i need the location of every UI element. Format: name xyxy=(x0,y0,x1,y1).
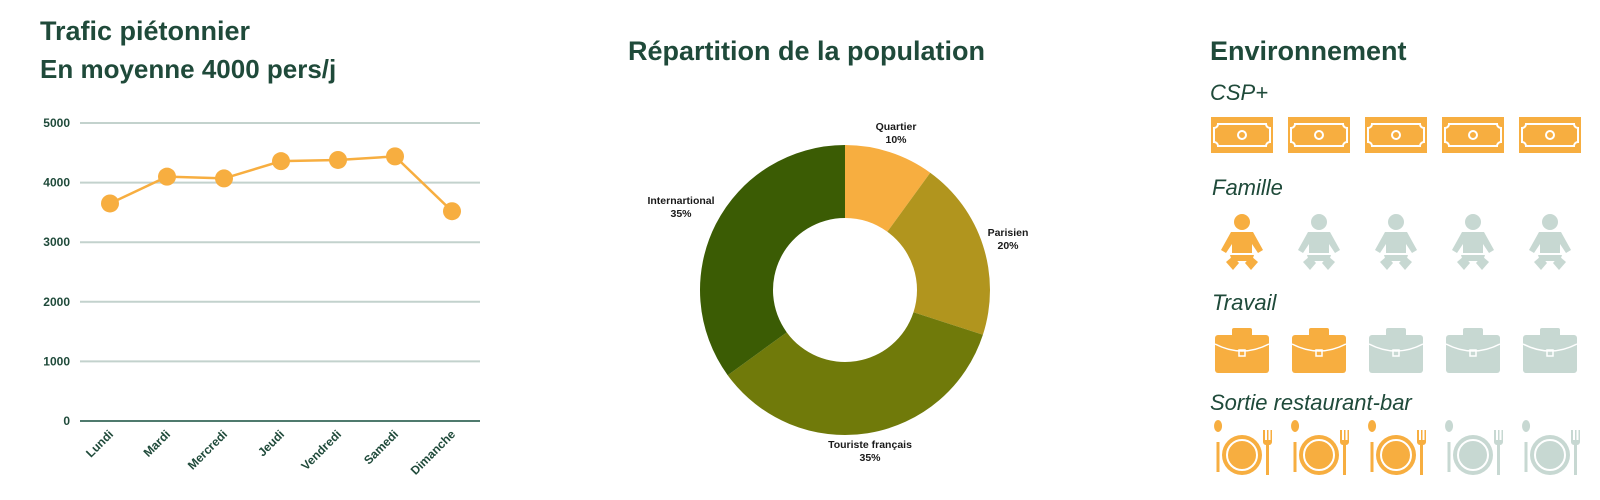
data-point-jeudi xyxy=(272,152,290,171)
data-point-mardi xyxy=(158,167,176,186)
money-bill-icon xyxy=(1442,117,1504,153)
briefcase-icon xyxy=(1214,328,1270,373)
money-bill-icon xyxy=(1211,117,1273,153)
slice-value-label: 10% xyxy=(885,134,907,146)
y-tick-label: 3000 xyxy=(43,235,70,249)
category-label-sortie: Sortie restaurant-bar xyxy=(1210,390,1412,415)
traffic-subtitle: En moyenne 4000 pers/j xyxy=(40,54,337,84)
traffic-line-chart: 0 1000 2000 3000 4000 5000 Lundi Mardi Mercredi J… xyxy=(43,116,480,478)
y-tick-label: 2000 xyxy=(43,295,70,309)
plate-cutlery-icon xyxy=(1291,420,1349,475)
x-tick-label: Mercredi xyxy=(185,427,230,472)
baby-icon xyxy=(1298,214,1340,270)
x-tick-label: Mardi xyxy=(141,427,174,460)
briefcase-icon xyxy=(1445,328,1501,373)
x-tick-label: Lundi xyxy=(83,427,116,460)
y-tick-label: 4000 xyxy=(43,176,70,190)
traffic-title: Trafic piétonnier xyxy=(40,16,251,46)
donut-slice-2 xyxy=(727,312,983,435)
y-tick-label: 1000 xyxy=(43,354,70,368)
y-tick-label: 5000 xyxy=(43,116,70,130)
x-tick-label: Vendredi xyxy=(298,427,344,473)
category-label-famille: Famille xyxy=(1212,175,1283,200)
slice-label: Quartier xyxy=(876,121,917,133)
donut-slice-1 xyxy=(887,172,990,335)
slice-label: Parisien xyxy=(988,227,1029,239)
data-point-dimanche xyxy=(443,202,461,221)
data-point-vendredi xyxy=(329,150,347,169)
category-label-travail: Travail xyxy=(1212,290,1277,315)
money-bill-icon xyxy=(1365,117,1427,153)
plate-cutlery-icon xyxy=(1214,420,1272,475)
x-tick-label: Jeudi xyxy=(255,427,287,459)
plate-cutlery-icon xyxy=(1522,420,1580,475)
slice-value-label: 35% xyxy=(670,208,692,220)
plate-cutlery-icon xyxy=(1445,420,1503,475)
slice-label: Touriste français xyxy=(828,439,912,451)
data-point-lundi xyxy=(101,194,119,213)
briefcase-icon xyxy=(1522,328,1578,373)
category-label-csp: CSP+ xyxy=(1210,80,1269,105)
plate-cutlery-icon xyxy=(1368,420,1426,475)
baby-icon xyxy=(1529,214,1571,270)
data-point-samedi xyxy=(386,147,404,166)
x-tick-label: Dimanche xyxy=(408,427,459,478)
data-point-mercredi xyxy=(215,169,233,188)
slice-label: Internartional xyxy=(647,195,714,207)
population-title: Répartition de la population xyxy=(628,36,985,66)
baby-icon xyxy=(1452,214,1494,270)
money-bill-icon xyxy=(1519,117,1581,153)
briefcase-icon xyxy=(1368,328,1424,373)
baby-icon xyxy=(1375,214,1417,270)
x-tick-label: Samedi xyxy=(361,427,401,467)
donut-slice-3 xyxy=(700,145,845,376)
donut-slice-0 xyxy=(845,145,931,232)
y-tick-label: 0 xyxy=(63,414,70,428)
environment-icon-grid xyxy=(1211,117,1581,475)
briefcase-icon xyxy=(1291,328,1347,373)
money-bill-icon xyxy=(1288,117,1350,153)
baby-icon xyxy=(1221,214,1263,270)
environment-title: Environnement xyxy=(1210,36,1407,66)
slice-value-label: 35% xyxy=(859,452,881,464)
slice-value-label: 20% xyxy=(997,240,1019,252)
